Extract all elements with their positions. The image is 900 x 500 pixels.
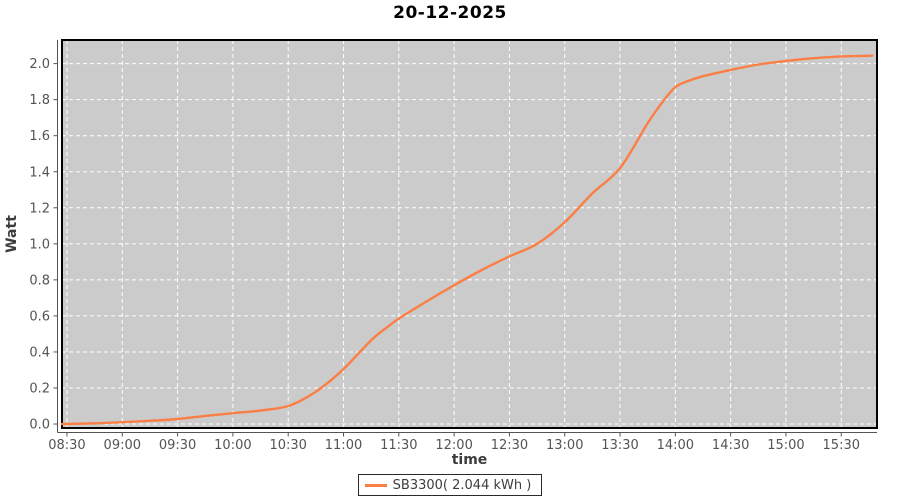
legend-box: SB3300( 2.044 kWh ) xyxy=(357,474,543,496)
y-tick-label: 0.4 xyxy=(29,345,50,360)
series-line-sb3300 xyxy=(60,54,874,426)
chart-title: 20-12-2025 xyxy=(393,3,507,23)
y-tick-label: 2.0 xyxy=(29,57,50,72)
x-tick-label: 09:30 xyxy=(159,438,196,453)
y-tick-label: 0.0 xyxy=(29,418,50,433)
y-tick-label: 1.6 xyxy=(29,129,50,144)
x-tick-label: 10:30 xyxy=(269,438,306,453)
y-tick-label: 1.0 xyxy=(29,237,50,252)
x-tick-label: 15:00 xyxy=(767,438,804,453)
y-tick-label: 0.8 xyxy=(29,273,50,288)
legend-series-line-icon xyxy=(364,483,387,487)
x-axis-title: time xyxy=(451,452,488,468)
x-tick-label: 12:30 xyxy=(491,438,528,453)
y-tick-label: 1.4 xyxy=(29,165,50,180)
x-tick-label: 08:30 xyxy=(48,438,85,453)
plot-border xyxy=(61,39,878,429)
legend: SB3300( 2.044 kWh ) xyxy=(0,474,900,496)
x-tick-label: 13:30 xyxy=(601,438,638,453)
x-tick-label: 10:00 xyxy=(214,438,251,453)
x-tick-label: 12:00 xyxy=(435,438,472,453)
y-tick-label: 0.6 xyxy=(29,309,50,324)
x-tick-label: 14:30 xyxy=(712,438,749,453)
plot-area xyxy=(62,40,877,428)
x-tick-label: 11:00 xyxy=(325,438,362,453)
x-tick-label: 13:00 xyxy=(546,438,583,453)
x-tick-label: 11:30 xyxy=(380,438,417,453)
x-tick-label: 14:00 xyxy=(657,438,694,453)
y-tick-label: 1.2 xyxy=(29,201,50,216)
x-tick-label: 15:30 xyxy=(823,438,860,453)
y-tick-label: 0.2 xyxy=(29,382,50,397)
y-tick-label: 1.8 xyxy=(29,93,50,108)
x-tick-label: 09:00 xyxy=(104,438,141,453)
y-axis-title: Watt xyxy=(4,215,20,253)
legend-series-label: SB3300( 2.044 kWh ) xyxy=(392,477,532,493)
